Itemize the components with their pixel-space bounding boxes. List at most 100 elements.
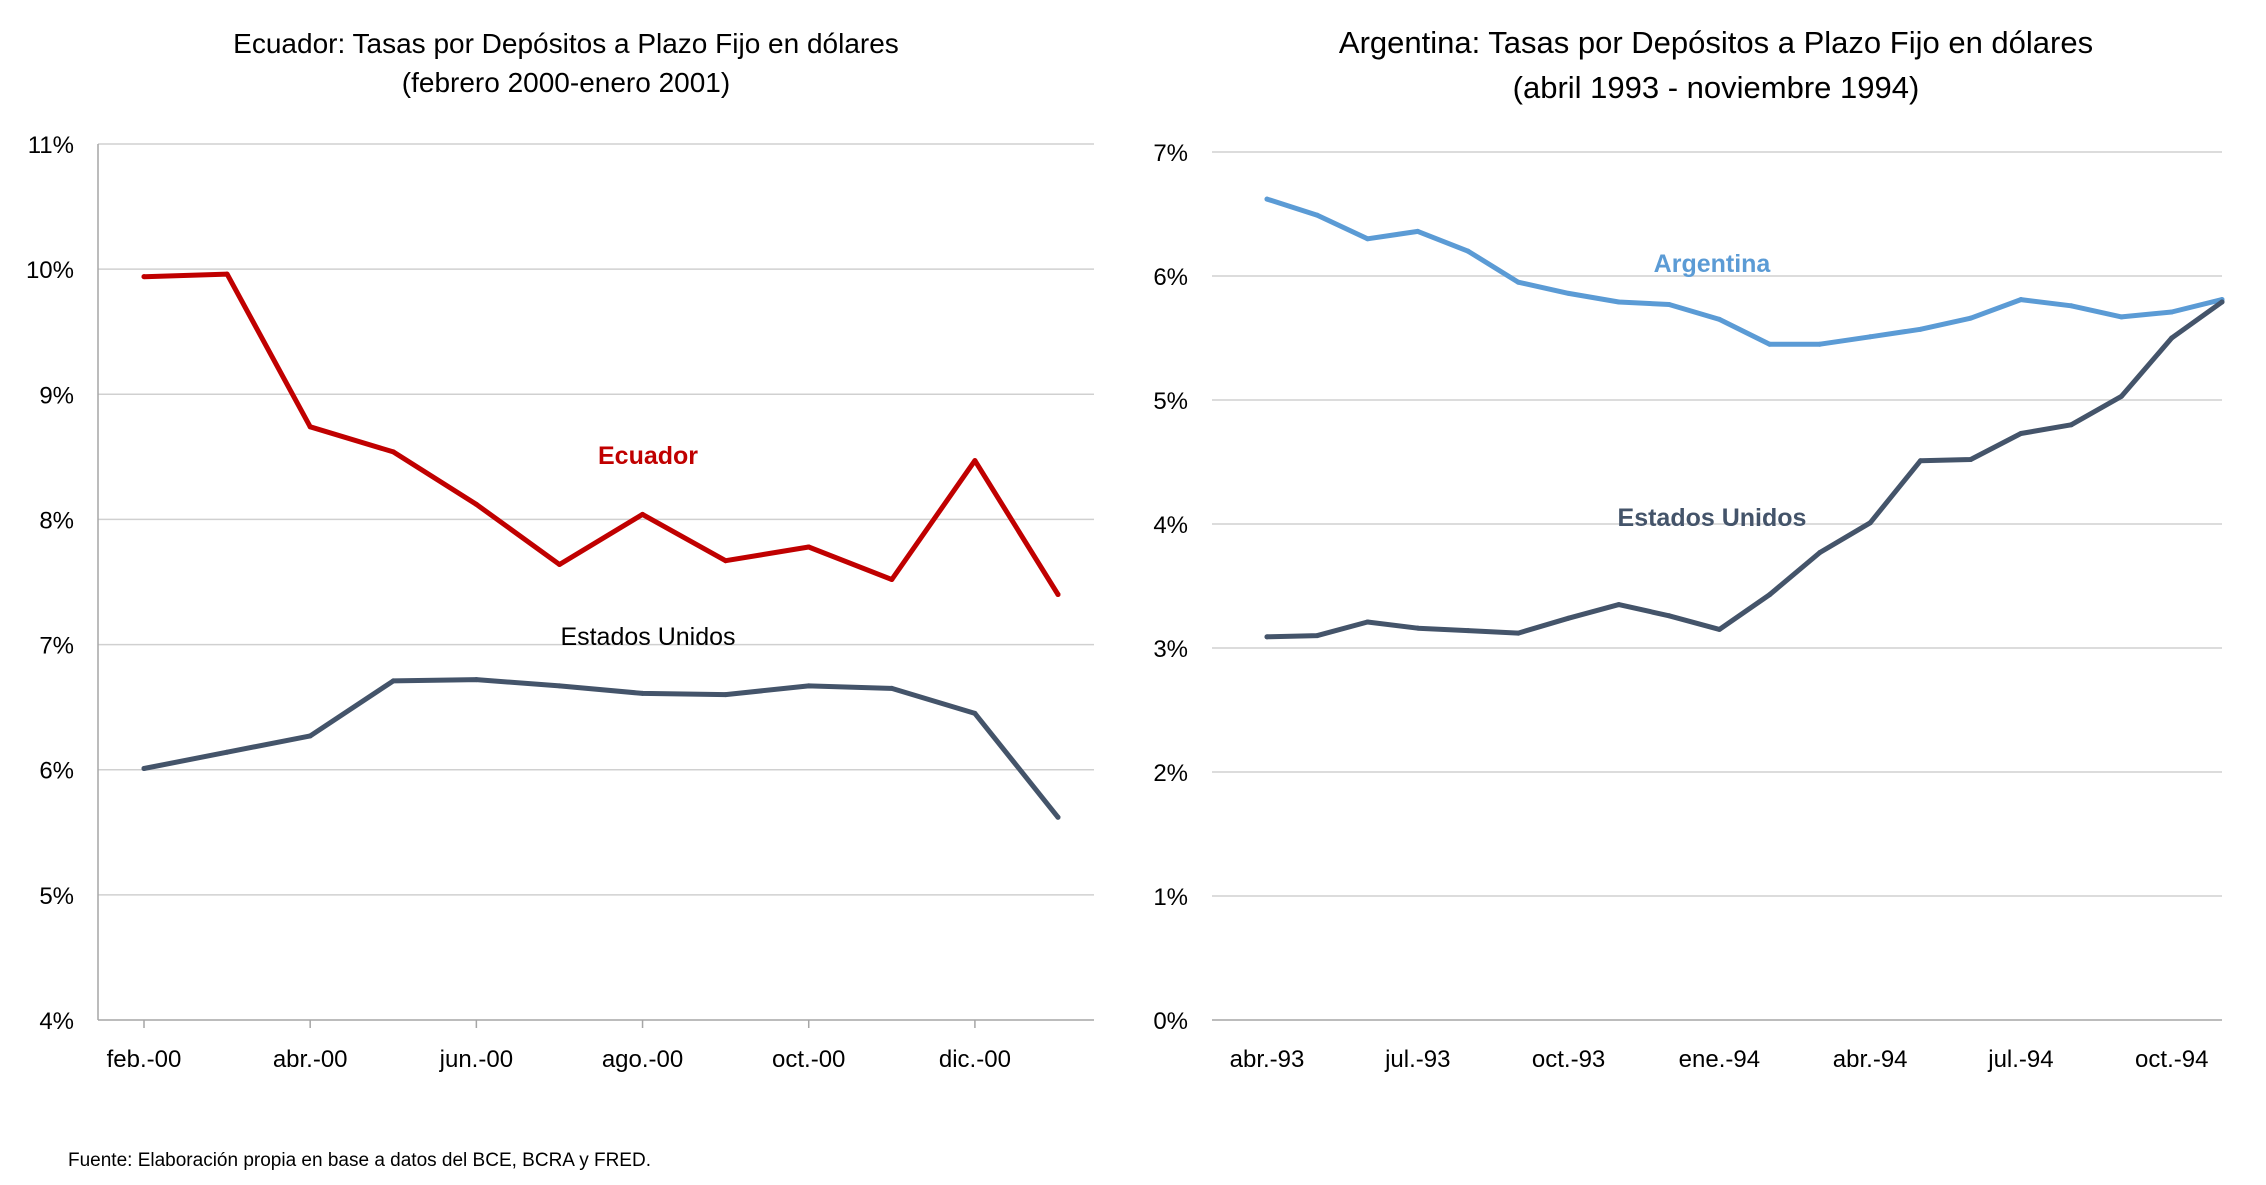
y-tick-label: 8% <box>39 507 74 534</box>
data-point-ecuador <box>723 558 729 564</box>
data-point-argentina <box>1365 236 1371 242</box>
data-point-ecuador <box>1055 592 1061 598</box>
data-point-argentina <box>1666 302 1672 308</box>
data-point-argentina <box>1867 334 1873 340</box>
y-tick-label: 7% <box>39 633 74 660</box>
data-point-estados-unidos <box>2068 422 2074 428</box>
series-label-estados-unidos: Estados Unidos <box>1618 504 1807 532</box>
ecuador-chart: Ecuador: Tasas por Depósitos a Plazo Fij… <box>26 28 1094 1073</box>
x-tick-label: oct.-93 <box>1532 1046 1605 1073</box>
chart-title: Ecuador: Tasas por Depósitos a Plazo Fij… <box>233 28 899 59</box>
data-point-estados-unidos <box>224 749 230 755</box>
series-line-ecuador <box>141 271 1061 597</box>
y-tick-label: 6% <box>39 758 74 785</box>
data-point-ecuador <box>390 449 396 455</box>
data-point-ecuador <box>806 544 812 550</box>
series-label-estados-unidos: Estados Unidos <box>560 623 735 651</box>
data-point-estados-unidos <box>2018 430 2024 436</box>
y-tick-label: 2% <box>1153 760 1188 787</box>
data-point-estados-unidos <box>2169 335 2175 341</box>
data-point-ecuador <box>473 501 479 507</box>
data-point-estados-unidos <box>1817 550 1823 556</box>
data-point-ecuador <box>224 271 230 277</box>
data-point-estados-unidos <box>2219 299 2225 305</box>
data-point-estados-unidos <box>1566 615 1572 621</box>
series-line-estados-unidos <box>141 677 1061 820</box>
data-point-estados-unidos <box>307 733 313 739</box>
y-tick-label: 4% <box>39 1008 74 1035</box>
x-tick-label: abr.-93 <box>1230 1046 1305 1073</box>
data-point-estados-unidos <box>1515 630 1521 636</box>
data-point-estados-unidos <box>390 678 396 684</box>
data-point-ecuador <box>640 511 646 517</box>
data-point-ecuador <box>141 274 147 280</box>
data-point-estados-unidos <box>1415 625 1421 631</box>
y-tick-label: 7% <box>1153 140 1188 167</box>
x-tick-label: jul.-94 <box>1987 1046 2053 1073</box>
data-point-ecuador <box>307 424 313 430</box>
y-tick-label: 4% <box>1153 512 1188 539</box>
data-point-estados-unidos <box>889 685 895 691</box>
x-tick-label: abr.-94 <box>1833 1046 1908 1073</box>
x-tick-label: ene.-94 <box>1679 1046 1760 1073</box>
series-line-estados-unidos <box>1264 299 2225 640</box>
x-tick-label: jun.-00 <box>439 1046 513 1073</box>
data-point-estados-unidos <box>1314 633 1320 639</box>
series-label-argentina: Argentina <box>1654 250 1772 278</box>
data-point-argentina <box>2068 303 2074 309</box>
data-point-estados-unidos <box>1465 628 1471 634</box>
x-tick-label: oct.-00 <box>772 1046 845 1073</box>
data-point-argentina <box>1566 290 1572 296</box>
y-tick-label: 6% <box>1153 264 1188 291</box>
x-tick-label: abr.-00 <box>273 1046 348 1073</box>
data-point-estados-unidos <box>1968 457 1974 463</box>
data-point-argentina <box>1415 228 1421 234</box>
chart-subtitle: (febrero 2000-enero 2001) <box>402 67 730 98</box>
data-point-estados-unidos <box>806 683 812 689</box>
data-point-argentina <box>1515 279 1521 285</box>
data-point-ecuador <box>972 458 978 464</box>
data-point-estados-unidos <box>556 683 562 689</box>
data-point-estados-unidos <box>640 690 646 696</box>
data-point-argentina <box>1968 315 1974 321</box>
data-point-argentina <box>2169 309 2175 315</box>
data-point-estados-unidos <box>1716 626 1722 632</box>
data-point-argentina <box>2118 314 2124 320</box>
data-point-estados-unidos <box>1264 634 1270 640</box>
y-tick-label: 9% <box>39 382 74 409</box>
chart-subtitle: (abril 1993 - noviembre 1994) <box>1513 70 1920 105</box>
y-tick-label: 3% <box>1153 636 1188 663</box>
y-tick-label: 10% <box>26 257 74 284</box>
chart-title: Argentina: Tasas por Depósitos a Plazo F… <box>1339 25 2093 60</box>
data-point-argentina <box>1817 341 1823 347</box>
data-point-estados-unidos <box>1917 458 1923 464</box>
data-point-argentina <box>1917 326 1923 332</box>
data-point-estados-unidos <box>1767 592 1773 598</box>
data-point-estados-unidos <box>972 710 978 716</box>
data-point-estados-unidos <box>1365 619 1371 625</box>
data-point-estados-unidos <box>1666 613 1672 619</box>
data-point-estados-unidos <box>1055 814 1061 820</box>
x-tick-label: ago.-00 <box>602 1046 683 1073</box>
series-label-ecuador: Ecuador <box>598 442 698 470</box>
y-tick-label: 1% <box>1153 884 1188 911</box>
argentina-chart: Argentina: Tasas por Depósitos a Plazo F… <box>1153 25 2225 1073</box>
data-point-estados-unidos <box>723 692 729 698</box>
data-point-argentina <box>1716 316 1722 322</box>
data-point-argentina <box>2018 297 2024 303</box>
x-tick-label: dic.-00 <box>939 1046 1011 1073</box>
y-tick-label: 11% <box>28 132 74 159</box>
y-tick-label: 5% <box>1153 388 1188 415</box>
data-point-ecuador <box>889 576 895 582</box>
data-point-argentina <box>1616 299 1622 305</box>
data-point-estados-unidos <box>1867 520 1873 526</box>
data-point-estados-unidos <box>141 765 147 771</box>
data-point-argentina <box>1767 341 1773 347</box>
data-point-estados-unidos <box>2118 393 2124 399</box>
y-tick-label: 5% <box>39 883 74 910</box>
data-point-estados-unidos <box>473 677 479 683</box>
x-tick-label: oct.-94 <box>2135 1046 2208 1073</box>
data-point-argentina <box>1465 248 1471 254</box>
